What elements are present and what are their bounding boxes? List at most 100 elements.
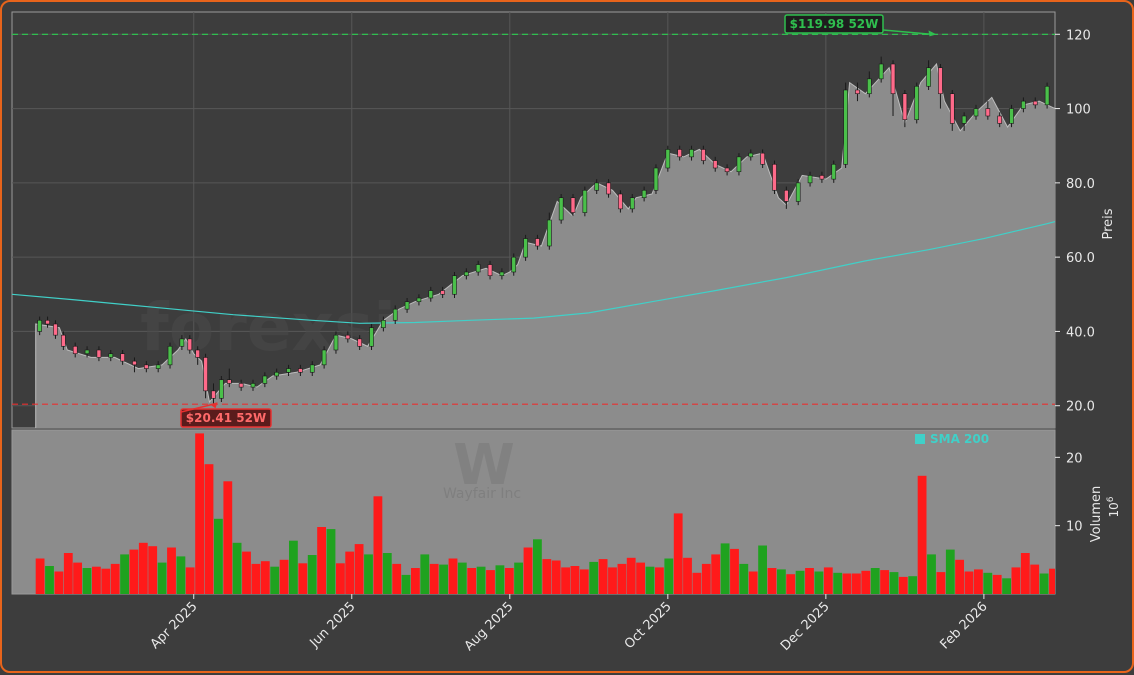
candle bbox=[226, 368, 232, 388]
volume-bar bbox=[457, 562, 467, 594]
volume-bar bbox=[720, 543, 730, 594]
candle bbox=[72, 342, 78, 358]
candle-down bbox=[132, 360, 137, 366]
candle-down bbox=[890, 63, 896, 95]
volume-bar bbox=[664, 558, 674, 594]
candle bbox=[594, 179, 600, 194]
candle bbox=[629, 194, 635, 213]
candle-up bbox=[961, 115, 967, 124]
price-axis-label: Preis bbox=[1101, 208, 1116, 239]
volume-bar bbox=[242, 551, 251, 594]
candle bbox=[357, 335, 362, 350]
volume-bar bbox=[176, 556, 186, 594]
volume-bar bbox=[701, 563, 711, 594]
volume-bar bbox=[476, 566, 486, 594]
candle-up bbox=[807, 175, 813, 184]
volume-bar bbox=[204, 464, 214, 594]
candle bbox=[321, 346, 327, 369]
candle bbox=[1104, 38, 1108, 79]
candle bbox=[547, 212, 552, 250]
volume-bar bbox=[795, 570, 805, 594]
volume-bar bbox=[1077, 572, 1086, 595]
volume-bar bbox=[270, 566, 280, 594]
candle-down bbox=[677, 149, 682, 158]
candle-up bbox=[653, 167, 659, 191]
candle-up bbox=[1009, 108, 1014, 124]
volume-bar bbox=[514, 562, 523, 594]
candle-down bbox=[570, 197, 576, 213]
candle-up bbox=[392, 308, 398, 321]
52w-high-arrowhead bbox=[928, 30, 937, 37]
price-tick-label: 40.0 bbox=[1066, 325, 1095, 340]
candle bbox=[641, 186, 647, 202]
volume-bar bbox=[1115, 570, 1124, 594]
volume-bars bbox=[35, 433, 1124, 595]
candle-up bbox=[167, 345, 173, 366]
volume-bar bbox=[214, 518, 223, 594]
sma-200-path bbox=[12, 220, 1055, 324]
candle bbox=[211, 383, 216, 405]
candle bbox=[392, 305, 398, 324]
candle-down bbox=[440, 290, 445, 295]
candle-down bbox=[701, 149, 706, 161]
candle-down bbox=[1104, 42, 1108, 61]
candle bbox=[144, 361, 149, 373]
candle bbox=[985, 101, 991, 120]
candle-down bbox=[120, 353, 125, 362]
candle-up bbox=[37, 319, 42, 332]
candle bbox=[298, 364, 303, 376]
volume-bar bbox=[1105, 573, 1114, 594]
candle-up bbox=[369, 327, 374, 347]
logo-caption: Wayfair Inc bbox=[443, 486, 521, 502]
volume-bar bbox=[1039, 573, 1049, 594]
volume-bar bbox=[185, 567, 195, 594]
candle-up bbox=[1081, 64, 1085, 86]
candle bbox=[120, 350, 125, 365]
volume-bar bbox=[82, 568, 92, 594]
candle-up bbox=[219, 379, 224, 399]
candle-down bbox=[772, 163, 777, 191]
candle bbox=[452, 272, 457, 298]
candle-up bbox=[867, 78, 872, 95]
candle bbox=[938, 64, 943, 109]
volume-bar bbox=[767, 568, 777, 594]
candle-down bbox=[238, 383, 244, 388]
volume-bar bbox=[880, 570, 889, 594]
candle bbox=[1021, 97, 1026, 113]
volume-bar bbox=[711, 554, 721, 594]
candle-down bbox=[53, 323, 58, 336]
candle-up bbox=[250, 383, 256, 388]
volume-bar bbox=[110, 563, 120, 594]
candle-up bbox=[155, 364, 161, 369]
volume-bar bbox=[974, 569, 983, 594]
volume-bar bbox=[692, 572, 702, 594]
candle bbox=[748, 149, 754, 161]
volume-bar bbox=[786, 574, 796, 594]
candle bbox=[219, 376, 224, 402]
volume-bar bbox=[289, 540, 298, 594]
52w-low-box bbox=[180, 408, 272, 428]
candle bbox=[819, 171, 825, 183]
candle bbox=[511, 253, 517, 276]
volume-bar bbox=[992, 574, 1002, 594]
legend-label: SMA 200 bbox=[930, 432, 989, 446]
volume-bar bbox=[73, 562, 82, 594]
candle bbox=[345, 331, 351, 343]
volume-bar bbox=[1068, 572, 1077, 594]
volume-bar bbox=[945, 549, 955, 594]
volume-bar bbox=[467, 568, 477, 594]
price-tick-label: 120 bbox=[1066, 28, 1091, 43]
candle bbox=[949, 90, 955, 131]
volume-bar bbox=[823, 567, 833, 594]
candle-up bbox=[416, 297, 422, 303]
x-tick-label: Oct 2025 bbox=[622, 599, 675, 652]
volume-bar bbox=[448, 558, 458, 594]
candle bbox=[807, 171, 813, 187]
volume-bar bbox=[373, 496, 383, 594]
candle-down bbox=[195, 349, 200, 358]
candle-up bbox=[1093, 42, 1097, 64]
candle-up bbox=[665, 149, 671, 169]
candle-up bbox=[1057, 71, 1061, 86]
